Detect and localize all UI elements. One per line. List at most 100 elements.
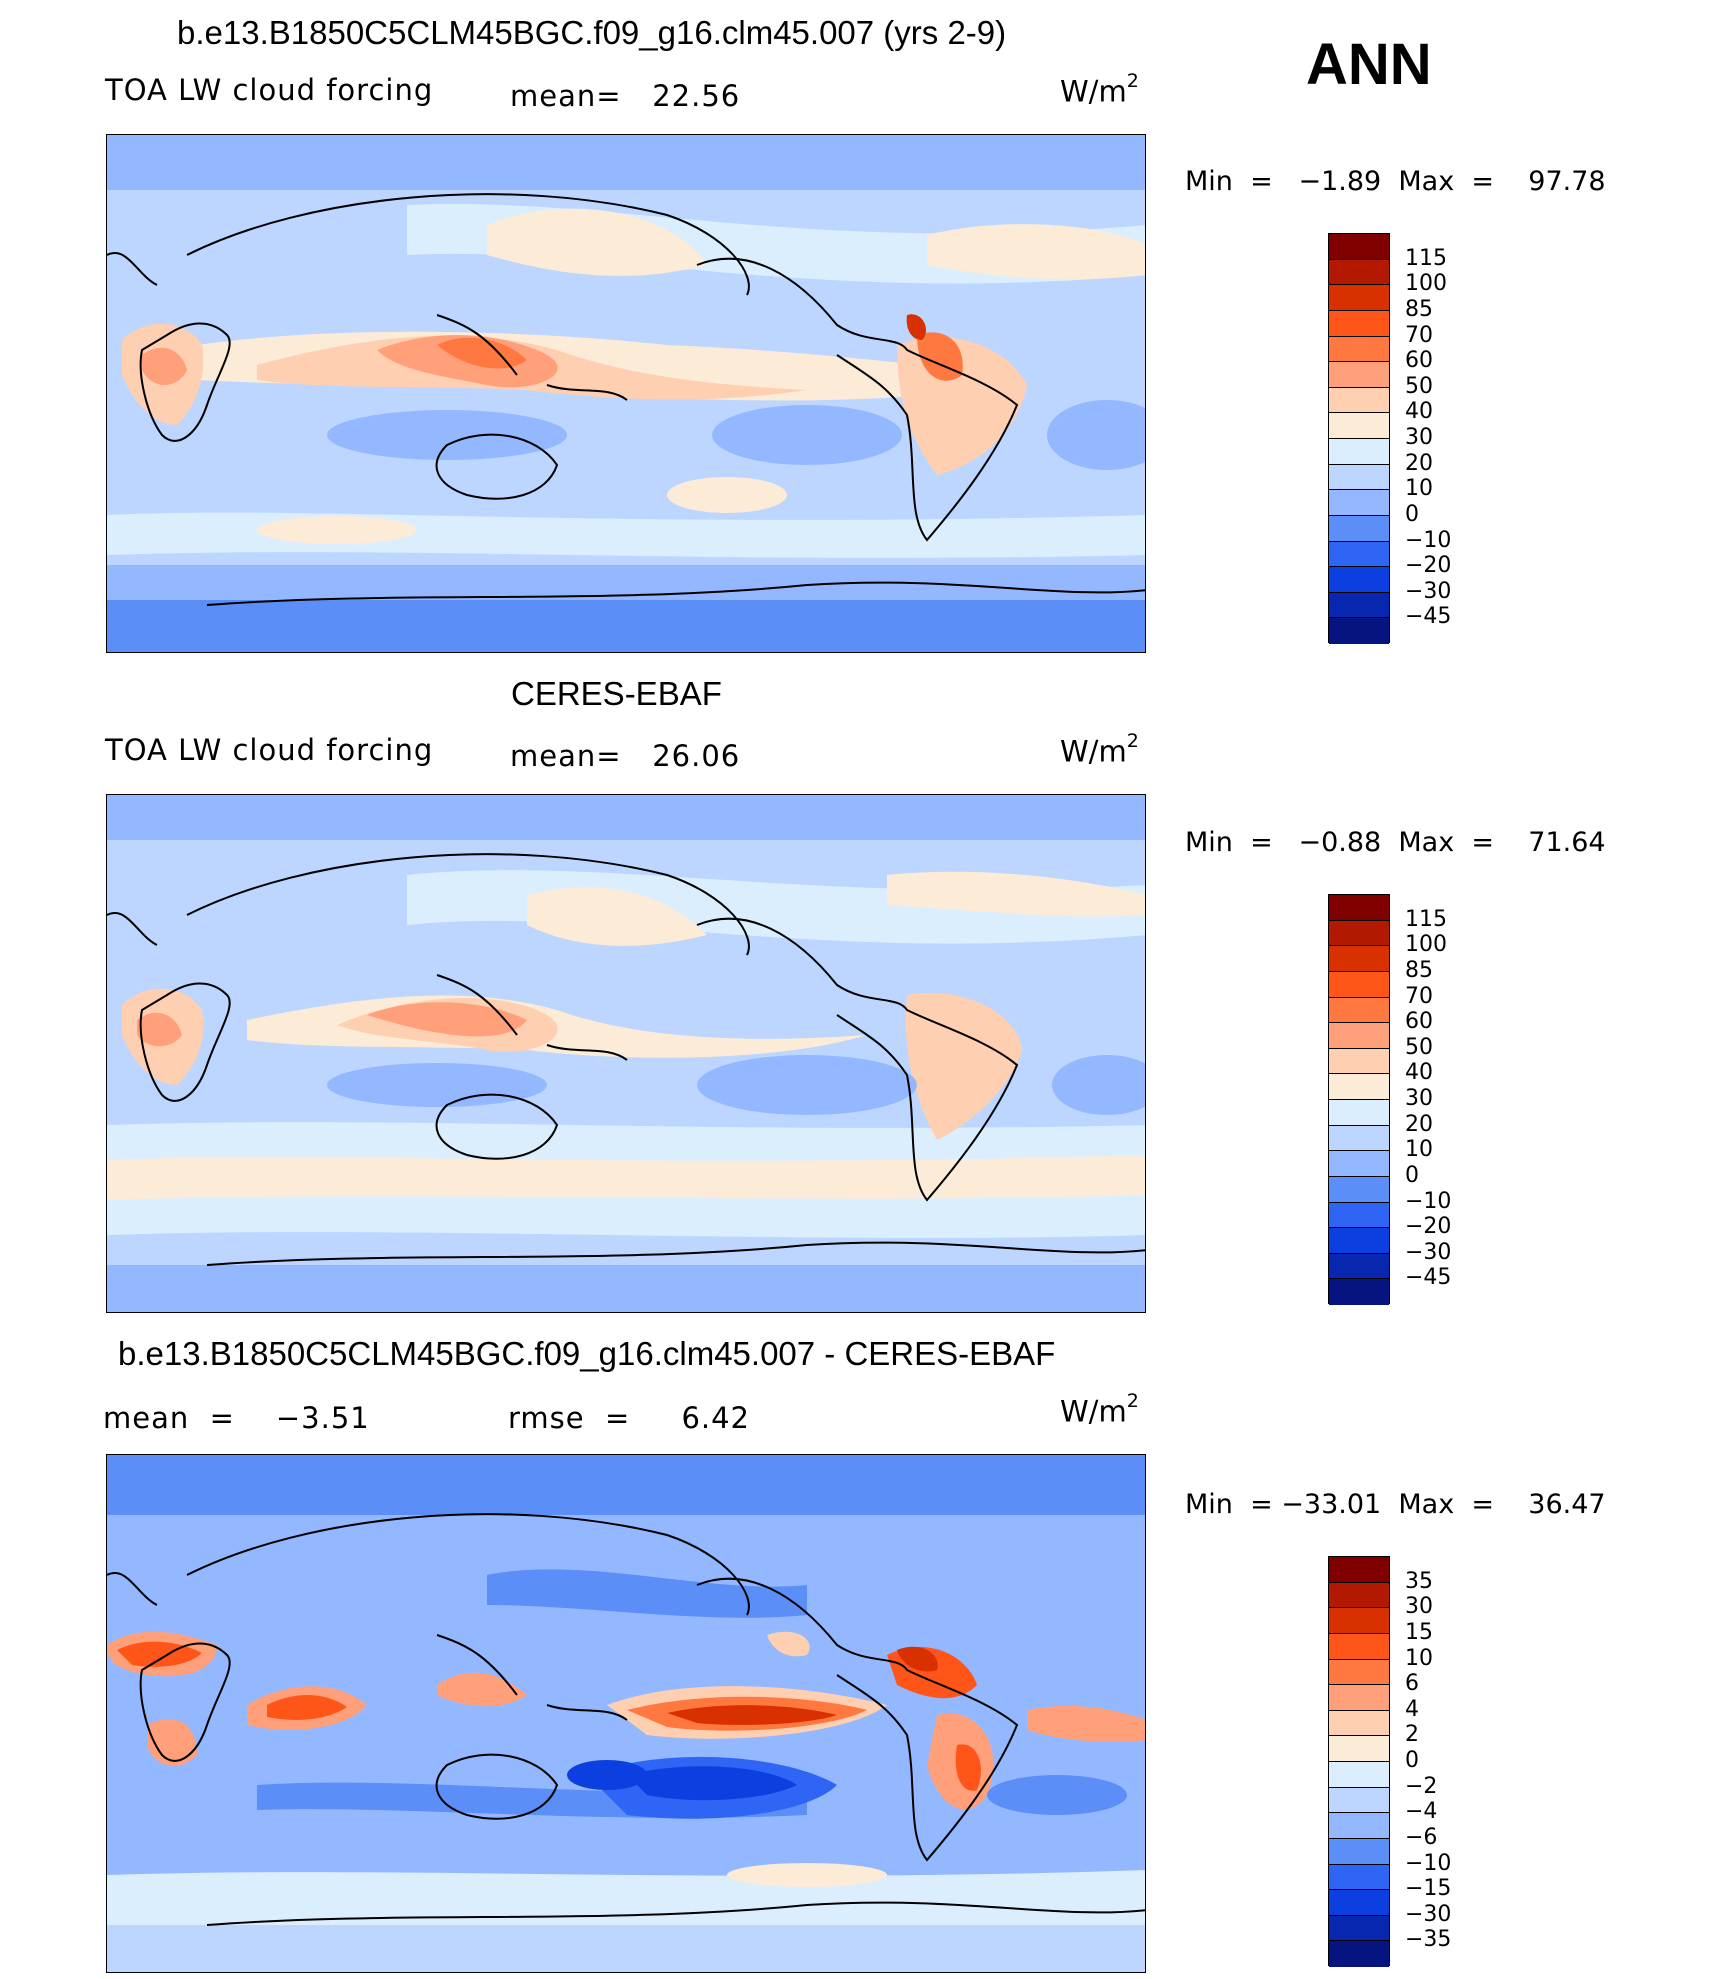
colorbar-tick-label: 115 [1405, 906, 1447, 932]
colorbar-swatch [1329, 997, 1389, 1024]
colorbar-swatch [1329, 1762, 1389, 1788]
min-max-label: Min = −1.89 Max = 97.78 [1185, 166, 1606, 197]
map-model [106, 134, 1146, 653]
colorbar-tick-label: −2 [1405, 1773, 1438, 1799]
variable-label: TOA LW cloud forcing [105, 73, 434, 107]
colorbar-swatch [1329, 490, 1389, 516]
colorbar-tick-label: 60 [1405, 1009, 1433, 1035]
colorbar-tick-label: 40 [1405, 1060, 1433, 1086]
colorbar-tick-label: −20 [1405, 1214, 1452, 1240]
colorbar-tick-label: −30 [1405, 578, 1452, 604]
colorbar-tick-label: 20 [1405, 1111, 1433, 1137]
colorbar-swatch [1329, 387, 1389, 414]
colorbar-tick-label: 60 [1405, 348, 1433, 374]
colorbar-swatch [1329, 1659, 1389, 1686]
colorbar-swatch [1329, 1176, 1389, 1203]
colorbar-swatch [1329, 413, 1389, 439]
colorbar-tick-label: 0 [1405, 501, 1419, 527]
unit-label: W/m2 [1060, 1390, 1139, 1429]
colorbar-swatch [1329, 1582, 1389, 1609]
colorbar-tick-label: −20 [1405, 553, 1452, 579]
unit-label: W/m2 [1060, 70, 1139, 109]
panel-title: CERES-EBAF [511, 675, 722, 712]
colorbar-tick-label: 10 [1405, 1645, 1433, 1671]
colorbar-swatch [1329, 1048, 1389, 1075]
colorbar-tick-label: 4 [1405, 1696, 1419, 1722]
colorbar-swatch [1329, 1074, 1389, 1100]
colorbar-tick-label: 0 [1405, 1162, 1419, 1188]
colorbar-tick-label: −4 [1405, 1799, 1438, 1825]
colorbar-swatch [1329, 541, 1389, 568]
colorbar-swatch [1329, 1710, 1389, 1737]
colorbar [1328, 1556, 1390, 1967]
colorbar-swatch [1329, 362, 1389, 388]
colorbar-tick-label: 85 [1405, 296, 1433, 322]
colorbar-tick-label: 35 [1405, 1568, 1433, 1594]
colorbar-swatch [1329, 567, 1389, 593]
colorbar-swatch [1329, 1915, 1389, 1942]
colorbar-swatch [1329, 1279, 1389, 1305]
colorbar-tick-label: −30 [1405, 1901, 1452, 1927]
map-observation [106, 794, 1146, 1313]
colorbar-tick-label: 20 [1405, 450, 1433, 476]
colorbar-tick-label: 115 [1405, 245, 1447, 271]
colorbar-tick-label: 30 [1405, 425, 1433, 450]
colorbar-tick-label: 50 [1405, 373, 1433, 399]
colorbar-tick-label: 30 [1405, 1086, 1433, 1111]
colorbar-swatch [1329, 1633, 1389, 1660]
colorbar-tick-label: 10 [1405, 1137, 1433, 1163]
colorbar-swatch [1329, 1100, 1389, 1126]
colorbar-swatch [1329, 439, 1389, 465]
colorbar-swatch [1329, 1557, 1389, 1583]
colorbar-tick-label: 10 [1405, 476, 1433, 502]
colorbar-swatch [1329, 1890, 1389, 1916]
colorbar-tick-label: 0 [1405, 1748, 1419, 1773]
colorbar-tick-label: −45 [1405, 604, 1452, 630]
panel-title: b.e13.B1850C5CLM45BGC.f09_g16.clm45.007 … [177, 14, 1007, 51]
colorbar-tick-label: −35 [1405, 1927, 1452, 1953]
colorbar-tick-label: 15 [1405, 1619, 1433, 1645]
colorbar-swatch [1329, 1813, 1389, 1839]
colorbar-swatch [1329, 1202, 1389, 1229]
colorbar-tick-label: −6 [1405, 1824, 1438, 1850]
colorbar-tick-label: 100 [1405, 932, 1447, 958]
colorbar-swatch [1329, 1253, 1389, 1280]
colorbar-swatch [1329, 1608, 1389, 1634]
colorbar-tick-label: −45 [1405, 1265, 1452, 1291]
colorbar-tick-label: −10 [1405, 1850, 1452, 1876]
colorbar [1328, 894, 1390, 1305]
colorbar-swatch [1329, 515, 1389, 542]
mean-label: mean= 22.56 [510, 79, 741, 113]
colorbar-swatch [1329, 971, 1389, 998]
colorbar-swatch [1329, 310, 1389, 337]
min-max-label: Min = −0.88 Max = 71.64 [1185, 827, 1606, 858]
colorbar-swatch [1329, 895, 1389, 921]
colorbar-swatch [1329, 946, 1389, 972]
colorbar-swatch [1329, 1838, 1389, 1865]
colorbar-tick-label: 100 [1405, 271, 1447, 297]
colorbar-tick-label: 6 [1405, 1671, 1419, 1697]
colorbar-swatch [1329, 1736, 1389, 1762]
map-difference [106, 1454, 1146, 1973]
colorbar-swatch [1329, 285, 1389, 311]
colorbar-tick-label: 30 [1405, 1594, 1433, 1620]
colorbar-tick-label: 70 [1405, 983, 1433, 1009]
colorbar-swatch [1329, 592, 1389, 619]
min-max-label: Min = −33.01 Max = 36.47 [1185, 1489, 1606, 1520]
colorbar-swatch [1329, 1685, 1389, 1711]
colorbar-tick-label: 2 [1405, 1722, 1419, 1748]
colorbar-swatch [1329, 1864, 1389, 1891]
colorbar-swatch [1329, 234, 1389, 260]
colorbar-tick-label: −10 [1405, 527, 1452, 553]
colorbar-swatch [1329, 1125, 1389, 1152]
colorbar-tick-label: 70 [1405, 322, 1433, 348]
rmse-label: rmse = 6.42 [508, 1401, 751, 1435]
colorbar-swatch [1329, 1023, 1389, 1049]
season-label: ANN [1306, 32, 1432, 97]
colorbar-swatch [1329, 1228, 1389, 1254]
colorbar-swatch [1329, 1941, 1389, 1967]
colorbar-swatch [1329, 336, 1389, 363]
colorbar-tick-label: 50 [1405, 1034, 1433, 1060]
panel-title: b.e13.B1850C5CLM45BGC.f09_g16.clm45.007 … [118, 1335, 1056, 1372]
colorbar-swatch [1329, 1787, 1389, 1814]
